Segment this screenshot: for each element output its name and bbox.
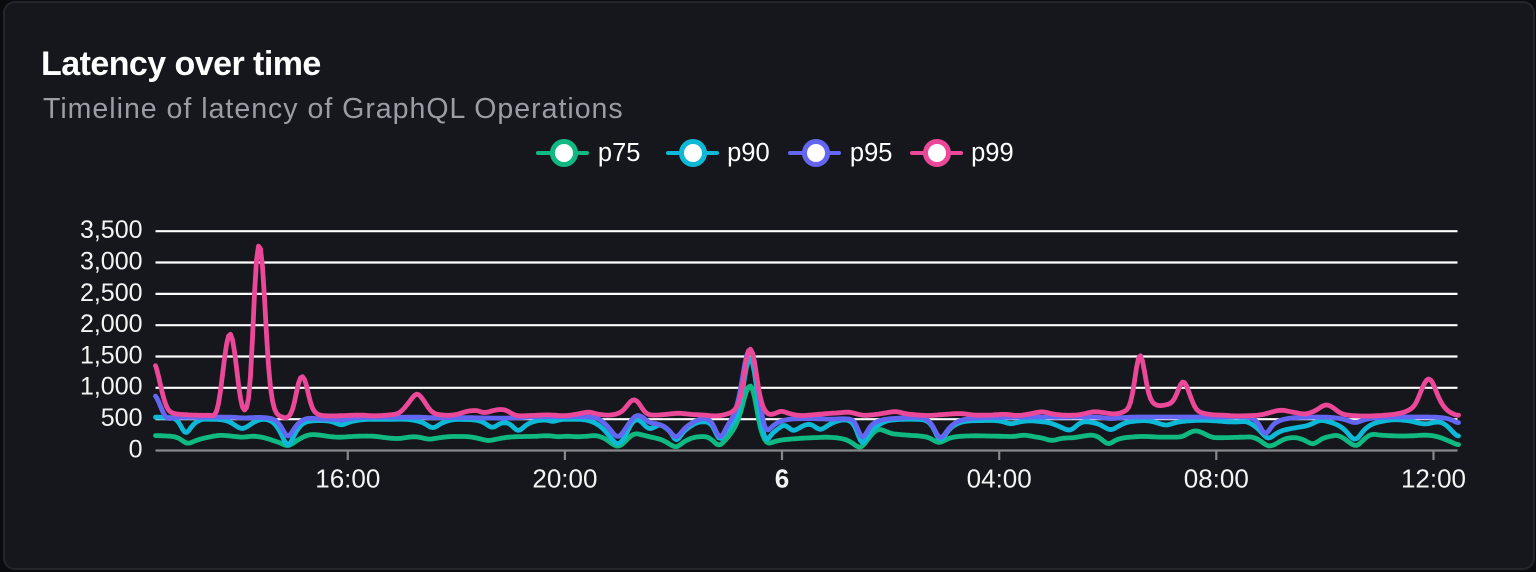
- svg-text:08:00: 08:00: [1184, 463, 1249, 493]
- svg-text:3,000: 3,000: [80, 247, 143, 275]
- svg-text:6: 6: [775, 463, 789, 493]
- svg-text:0: 0: [129, 435, 143, 463]
- svg-text:1,500: 1,500: [80, 341, 143, 369]
- svg-text:20:00: 20:00: [532, 463, 597, 493]
- svg-text:2,000: 2,000: [80, 310, 143, 338]
- svg-text:1,000: 1,000: [80, 373, 143, 401]
- svg-text:500: 500: [101, 404, 143, 432]
- svg-text:2,500: 2,500: [80, 279, 143, 307]
- svg-text:3,500: 3,500: [80, 216, 143, 244]
- svg-text:04:00: 04:00: [967, 463, 1032, 493]
- svg-text:12:00: 12:00: [1401, 463, 1466, 493]
- svg-text:16:00: 16:00: [315, 463, 380, 493]
